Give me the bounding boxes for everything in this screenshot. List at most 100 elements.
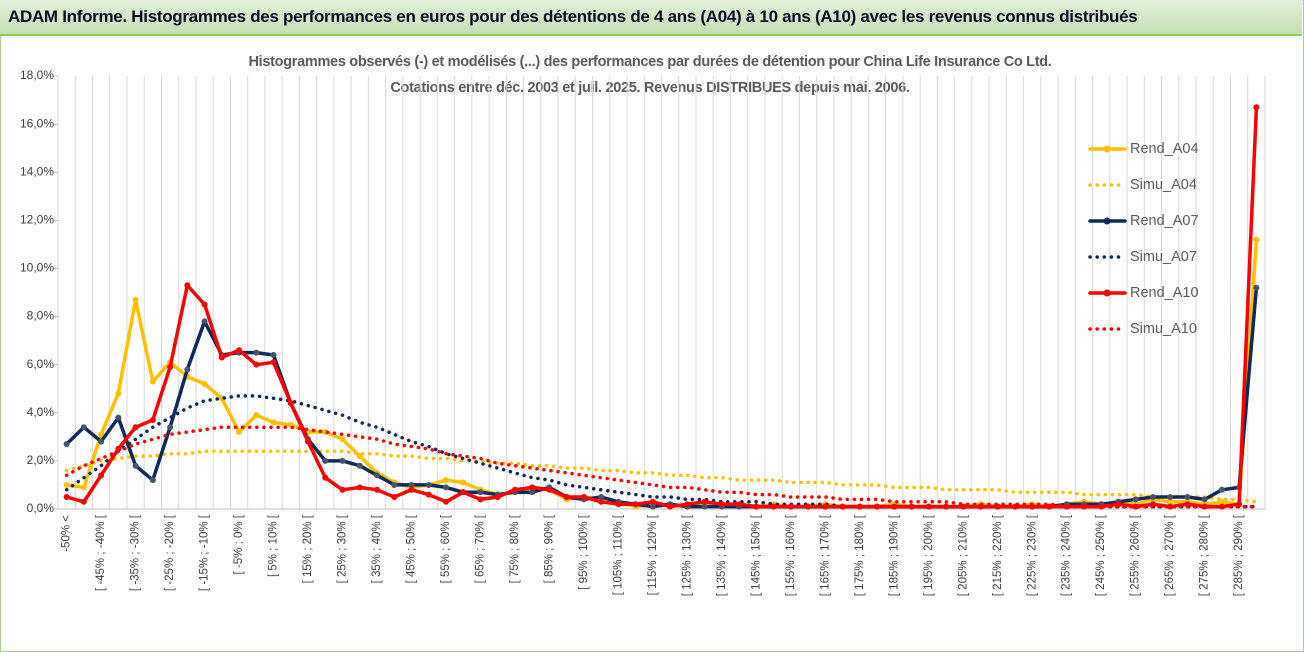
x-tick-label: -50% < — [61, 515, 73, 552]
legend-marker — [1103, 145, 1111, 153]
point-marker — [1132, 496, 1139, 503]
point-marker — [736, 501, 743, 508]
point-marker — [63, 441, 70, 448]
point-marker — [943, 503, 950, 510]
point-marker — [373, 472, 380, 479]
point-marker — [1218, 498, 1225, 505]
point-marker — [391, 493, 398, 500]
point-marker — [322, 474, 329, 481]
x-tick-label: [ -35% ; -30% [ — [130, 514, 142, 591]
point-marker — [98, 431, 105, 438]
point-marker — [201, 380, 208, 387]
point-marker — [287, 400, 294, 407]
point-marker — [477, 489, 484, 496]
legend-label: Rend_A07 — [1130, 213, 1199, 229]
point-marker — [339, 486, 346, 493]
point-marker — [1080, 503, 1087, 510]
point-marker — [80, 484, 87, 491]
x-tick-label: [ 135% ; 140% [ — [716, 514, 728, 596]
chart-title: Histogrammes observés (-) et modélisés (… — [248, 54, 1051, 70]
legend-label: Rend_A10 — [1130, 285, 1199, 301]
x-tick-label: [ 65% ; 70% [ — [474, 514, 486, 583]
y-tick-label: 14,0% — [20, 164, 54, 178]
series-line — [64, 394, 1259, 509]
x-tick-label: [ 255% ; 260% [ — [1130, 514, 1142, 596]
point-marker — [1218, 486, 1225, 493]
point-marker — [460, 489, 467, 496]
point-marker — [132, 424, 139, 431]
legend-label: Simu_A10 — [1130, 321, 1197, 337]
point-marker — [598, 498, 605, 505]
point-marker — [322, 457, 329, 464]
point-marker — [442, 477, 449, 484]
point-marker — [201, 318, 208, 325]
series-line — [64, 449, 1259, 504]
x-tick-label: [ 265% ; 270% [ — [1164, 514, 1176, 596]
point-marker — [270, 352, 277, 359]
point-marker — [149, 477, 156, 484]
x-tick-label: [ 185% ; 190% [ — [888, 514, 900, 596]
point-marker — [184, 282, 191, 289]
y-tick-label: 10,0% — [20, 261, 54, 275]
point-marker — [1167, 503, 1174, 510]
point-marker — [442, 484, 449, 491]
point-marker — [1253, 104, 1260, 111]
header-title: ADAM Informe. Histogrammes des performan… — [8, 7, 1138, 26]
point-marker — [80, 424, 87, 431]
point-marker — [1201, 496, 1208, 503]
y-tick-label: 12,0% — [20, 213, 54, 227]
x-tick-label: [ 75% ; 80% [ — [509, 514, 521, 583]
x-tick-label: [ -25% ; -20% [ — [164, 514, 176, 591]
point-marker — [167, 364, 174, 371]
point-marker — [529, 484, 536, 491]
point-marker — [1253, 236, 1260, 243]
point-marker — [167, 424, 174, 431]
point-marker — [305, 438, 312, 445]
point-marker — [701, 503, 708, 510]
point-marker — [270, 419, 277, 426]
x-tick-label: [ 25% ; 30% [ — [337, 514, 349, 583]
point-marker — [408, 481, 415, 488]
x-tick-label: [ 235% ; 240% [ — [1061, 514, 1073, 596]
point-marker — [1253, 284, 1260, 291]
point-marker — [839, 503, 846, 510]
point-marker — [270, 359, 277, 366]
x-tick-label: [ 15% ; 20% [ — [302, 514, 314, 583]
point-marker — [649, 498, 656, 505]
y-tick-label: 4,0% — [27, 405, 55, 419]
x-tick-label: [ 205% ; 210% [ — [957, 514, 969, 596]
x-tick-label: [ 165% ; 170% [ — [819, 514, 831, 596]
chart: Histogrammes observés (-) et modélisés (… — [20, 54, 1266, 596]
legend-label: Simu_A04 — [1130, 177, 1197, 193]
y-tick-label: 2,0% — [27, 453, 55, 467]
point-marker — [960, 503, 967, 510]
x-tick-label: [ -5% ; 0% [ — [233, 514, 245, 574]
x-tick-label: [ 95% ; 100% [ — [578, 514, 590, 590]
y-tick-label: 6,0% — [27, 357, 55, 371]
point-marker — [253, 361, 260, 368]
point-marker — [425, 481, 432, 488]
point-marker — [649, 503, 656, 510]
x-tick-label: [ -15% ; -10% [ — [199, 514, 211, 591]
point-marker — [1184, 493, 1191, 500]
point-marker — [184, 366, 191, 373]
x-tick-label: [ 285% ; 290% [ — [1233, 514, 1245, 596]
point-marker — [856, 503, 863, 510]
point-marker — [822, 503, 829, 510]
x-tick-label: [ 115% ; 120% [ — [647, 514, 659, 595]
point-marker — [132, 296, 139, 303]
point-marker — [891, 503, 898, 510]
series-line — [64, 105, 1259, 509]
x-tick-label: [ 5% ; 10% [ — [268, 514, 280, 577]
point-marker — [494, 493, 501, 500]
x-tick-label: [ 35% ; 40% [ — [371, 514, 383, 583]
point-marker — [787, 503, 794, 510]
point-marker — [63, 493, 70, 500]
point-marker — [667, 503, 674, 510]
point-marker — [563, 493, 570, 500]
point-marker — [1201, 503, 1208, 510]
point-marker — [701, 498, 708, 505]
x-tick-label: [ 85% ; 90% [ — [543, 514, 555, 583]
point-marker — [908, 503, 915, 510]
point-marker — [356, 462, 363, 469]
